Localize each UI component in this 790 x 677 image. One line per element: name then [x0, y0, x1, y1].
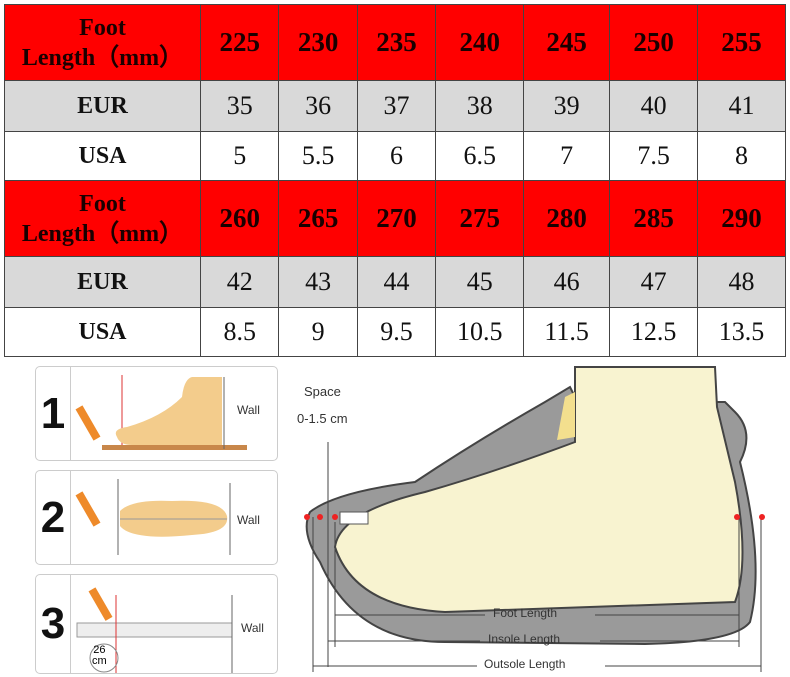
usa-cell: 6.5 [435, 131, 525, 181]
foot-length-cell: 280 [523, 180, 611, 257]
foot-length-cell: 225 [199, 4, 280, 81]
foot-length-cell: 255 [697, 4, 786, 81]
eur-cell: 42 [199, 256, 280, 308]
wall-label: Wall [237, 513, 260, 527]
eur-row: EUR 42 43 44 45 46 47 48 [4, 256, 786, 308]
outsole-length-label: Outsole Length [484, 657, 566, 671]
usa-cell: 9.5 [356, 307, 437, 357]
usa-cell: 5 [199, 131, 280, 181]
foot-length-cell: 270 [356, 180, 437, 257]
foot-length-cell: 285 [609, 180, 699, 257]
header-line: Length（mm） [21, 220, 184, 247]
ruler-reading-unit: cm [92, 655, 107, 667]
eur-cell: 40 [609, 80, 699, 132]
foot-length-cell: 230 [278, 4, 358, 81]
eur-cell: 39 [523, 80, 611, 132]
eur-cell: 45 [435, 256, 525, 308]
eur-cell: 43 [278, 256, 358, 308]
eur-cell: 44 [356, 256, 437, 308]
step-1-panel: 1 Wall [35, 366, 278, 461]
usa-label: USA [4, 307, 201, 357]
foot-length-cell: 245 [523, 4, 611, 81]
foot-length-header: Foot Length（mm） [4, 4, 201, 81]
foot-length-cell: 235 [356, 4, 437, 81]
eur-label: EUR [4, 256, 201, 308]
usa-cell: 10.5 [435, 307, 525, 357]
eur-cell: 46 [523, 256, 611, 308]
step-number: 3 [36, 575, 71, 673]
foot-side-measure-icon [75, 375, 247, 450]
foot-length-row: Foot Length（mm） 225 230 235 240 245 250 255 [4, 4, 786, 81]
wall-label: Wall [241, 621, 264, 635]
step-2-panel: 2 Wall [35, 470, 278, 565]
header-line: Length（mm） [21, 44, 184, 71]
usa-row: USA 8.5 9 9.5 10.5 11.5 12.5 13.5 [4, 307, 786, 357]
usa-cell: 8 [697, 131, 786, 181]
ruler-reading: 26 cm [92, 645, 107, 667]
eur-cell: 36 [278, 80, 358, 132]
eur-label: EUR [4, 80, 201, 132]
foot-length-cell: 240 [435, 4, 525, 81]
usa-row: USA 5 5.5 6 6.5 7 7.5 8 [4, 131, 786, 181]
eur-cell: 37 [356, 80, 437, 132]
usa-cell: 5.5 [278, 131, 358, 181]
usa-cell: 11.5 [523, 307, 611, 357]
foot-length-cell: 290 [697, 180, 786, 257]
step-3-panel: 3 26 cm Wall [35, 574, 278, 674]
foot-top-measure-icon [75, 479, 231, 555]
foot-length-header: Foot Length（mm） [4, 180, 201, 257]
eur-cell: 41 [697, 80, 786, 132]
eur-cell: 47 [609, 256, 699, 308]
size-chart-table: Foot Length（mm） 225 230 235 240 245 250 255 EUR 35… [4, 4, 786, 357]
step-number: 2 [36, 471, 71, 564]
wall-label: Wall [237, 403, 260, 417]
foot-length-label: Foot Length [493, 606, 558, 620]
usa-cell: 9 [278, 307, 358, 357]
usa-cell: 13.5 [697, 307, 786, 357]
insole-length-label: Insole Length [488, 632, 561, 646]
header-line: Foot [79, 14, 126, 41]
usa-cell: 7 [523, 131, 611, 181]
foot-length-cell: 265 [278, 180, 358, 257]
foot-length-row: Foot Length（mm） 260 265 270 275 280 285 290 [4, 180, 786, 257]
usa-cell: 7.5 [609, 131, 699, 181]
usa-cell: 6 [356, 131, 437, 181]
eur-cell: 35 [199, 80, 280, 132]
eur-cell: 48 [697, 256, 786, 308]
usa-cell: 8.5 [199, 307, 280, 357]
eur-row: EUR 35 36 37 38 39 40 41 [4, 80, 786, 132]
ruler-reading-value: 26 [93, 644, 106, 656]
usa-cell: 12.5 [609, 307, 699, 357]
header-line: Foot [79, 190, 126, 217]
step-number: 1 [36, 367, 71, 460]
foot-length-cell: 260 [199, 180, 280, 257]
foot-length-cell: 250 [609, 4, 699, 81]
ruler-measure-icon [76, 587, 233, 673]
foot-length-cell: 275 [435, 180, 525, 257]
space-label: Space [304, 384, 341, 399]
space-value: 0-1.5 cm [297, 411, 348, 426]
shoe-fit-diagram [304, 366, 765, 672]
usa-label: USA [4, 131, 201, 181]
eur-cell: 38 [435, 80, 525, 132]
